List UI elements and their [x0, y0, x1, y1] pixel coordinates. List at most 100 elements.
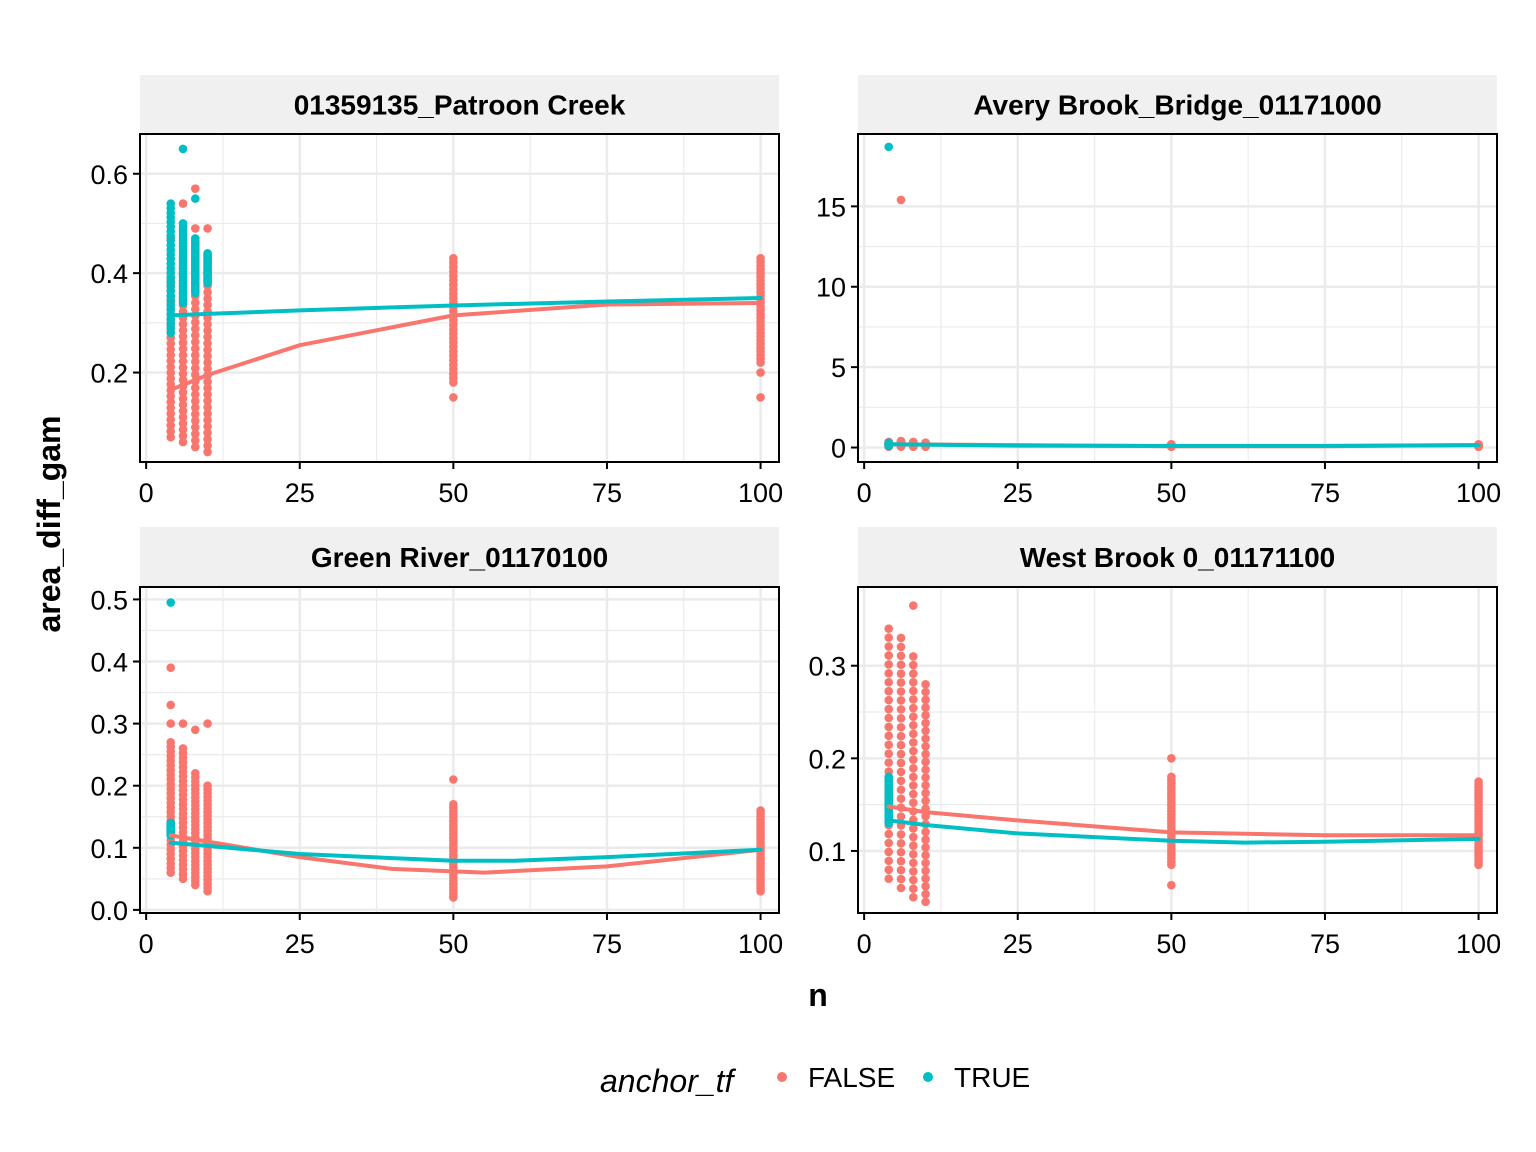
data-point-false [166, 719, 176, 728]
data-point-false [896, 767, 906, 777]
data-point-true [884, 772, 894, 782]
data-point-false [203, 224, 212, 233]
legend-title: anchor_tf [600, 1063, 737, 1099]
data-point-false [921, 843, 930, 852]
data-point-false [166, 663, 176, 673]
data-point-false [178, 419, 188, 428]
data-point-true [166, 818, 176, 828]
data-point-false [896, 785, 906, 795]
y-tick-label: 15 [816, 192, 846, 222]
data-point-false [921, 695, 930, 705]
data-point-false [178, 319, 188, 329]
y-tick-label: 0.2 [90, 359, 128, 389]
data-point-false [921, 742, 930, 751]
data-point-false [921, 679, 930, 689]
data-point-false [178, 431, 188, 441]
data-point-false [190, 383, 200, 393]
data-point-false [190, 184, 200, 193]
facet-title: 01359135_Patroon Creek [294, 90, 626, 121]
data-point-false [190, 436, 200, 445]
data-point-false [908, 738, 918, 747]
data-point-true [190, 234, 200, 243]
data-point-false [921, 897, 930, 907]
data-point-true [203, 248, 212, 258]
data-point-false [884, 624, 894, 633]
facet-strip [858, 75, 1497, 133]
y-tick-label: 5 [831, 353, 846, 383]
data-point-false [178, 363, 188, 372]
data-point-false [190, 423, 200, 432]
data-point-false [896, 856, 906, 866]
data-point-false [203, 339, 212, 348]
data-point-false [178, 388, 188, 397]
data-point-false [203, 326, 212, 335]
data-point-false [896, 812, 906, 821]
legend-key [923, 1072, 933, 1082]
data-point-false [203, 396, 212, 406]
data-point-false [203, 332, 212, 342]
data-point-false [896, 660, 906, 670]
x-tick-label: 50 [438, 478, 468, 508]
y-tick-label: 0 [831, 434, 846, 464]
data-point-false [908, 781, 918, 790]
data-point-false [896, 847, 906, 857]
data-point-false [756, 253, 765, 263]
y-axis-title: area_diff_gam [31, 416, 67, 633]
panel-border [857, 586, 1498, 914]
data-point-false [178, 338, 188, 348]
data-point-false [908, 772, 918, 782]
data-point-false [190, 396, 200, 406]
data-point-false [166, 737, 176, 747]
data-point-false [884, 829, 894, 839]
data-point-false [884, 677, 894, 687]
data-point-false [190, 337, 200, 347]
y-tick-label: 0.2 [90, 772, 128, 802]
data-point-false [908, 601, 918, 610]
data-point-false [203, 719, 212, 728]
data-point-false [896, 696, 906, 705]
smooth-line-false [168, 833, 763, 875]
grid [858, 587, 1497, 913]
data-point-false [896, 687, 906, 696]
data-point-false [178, 350, 188, 360]
x-tick-label: 100 [1456, 478, 1501, 508]
data-point-false [178, 400, 188, 410]
x-tick-label: 0 [857, 478, 872, 508]
data-point-false [884, 847, 894, 857]
data-point-false [908, 729, 918, 739]
data-point-false [896, 830, 906, 839]
data-point-false [908, 660, 918, 670]
data-point-false [896, 642, 906, 652]
data-point-false [203, 409, 212, 419]
data-point-true [178, 219, 188, 228]
data-point-false [190, 429, 200, 439]
data-point-false [190, 363, 200, 373]
data-point-false [884, 740, 894, 750]
data-point-false [203, 300, 212, 310]
x-tick-label: 0 [857, 929, 872, 959]
data-point-false [1474, 777, 1483, 786]
data-point-false [896, 633, 906, 643]
facet-panel-1: 01359135_Patroon Creek 0 25 50 75 100 0.2 0.4 0.… [90, 75, 783, 508]
data-point-false [190, 331, 200, 340]
data-point-false [203, 441, 212, 450]
data-point-false [908, 824, 918, 833]
data-point-false [203, 319, 212, 329]
facet-panel-4: West Brook 0_01171100 0 25 50 75 100 0.1 0.2 0.3 [808, 527, 1501, 959]
facet-panel-2: Avery Brook_Bridge_01171000 0 25 50 75 100 0 5 1… [816, 75, 1501, 508]
data-point-false [921, 780, 930, 790]
facet-title: West Brook 0_01171100 [1020, 542, 1335, 573]
data-point-false [908, 695, 918, 704]
data-point-false [908, 892, 918, 902]
data-point-false [921, 835, 930, 845]
data-point-false [203, 351, 212, 361]
data-point-false [1167, 754, 1176, 763]
data-point-false [908, 677, 918, 687]
data-point-false [921, 687, 930, 697]
x-tick-label: 25 [285, 478, 315, 508]
data-point-false [190, 318, 200, 327]
legend-label: TRUE [954, 1062, 1030, 1093]
data-point-false [908, 746, 918, 756]
data-point-false [896, 722, 906, 732]
